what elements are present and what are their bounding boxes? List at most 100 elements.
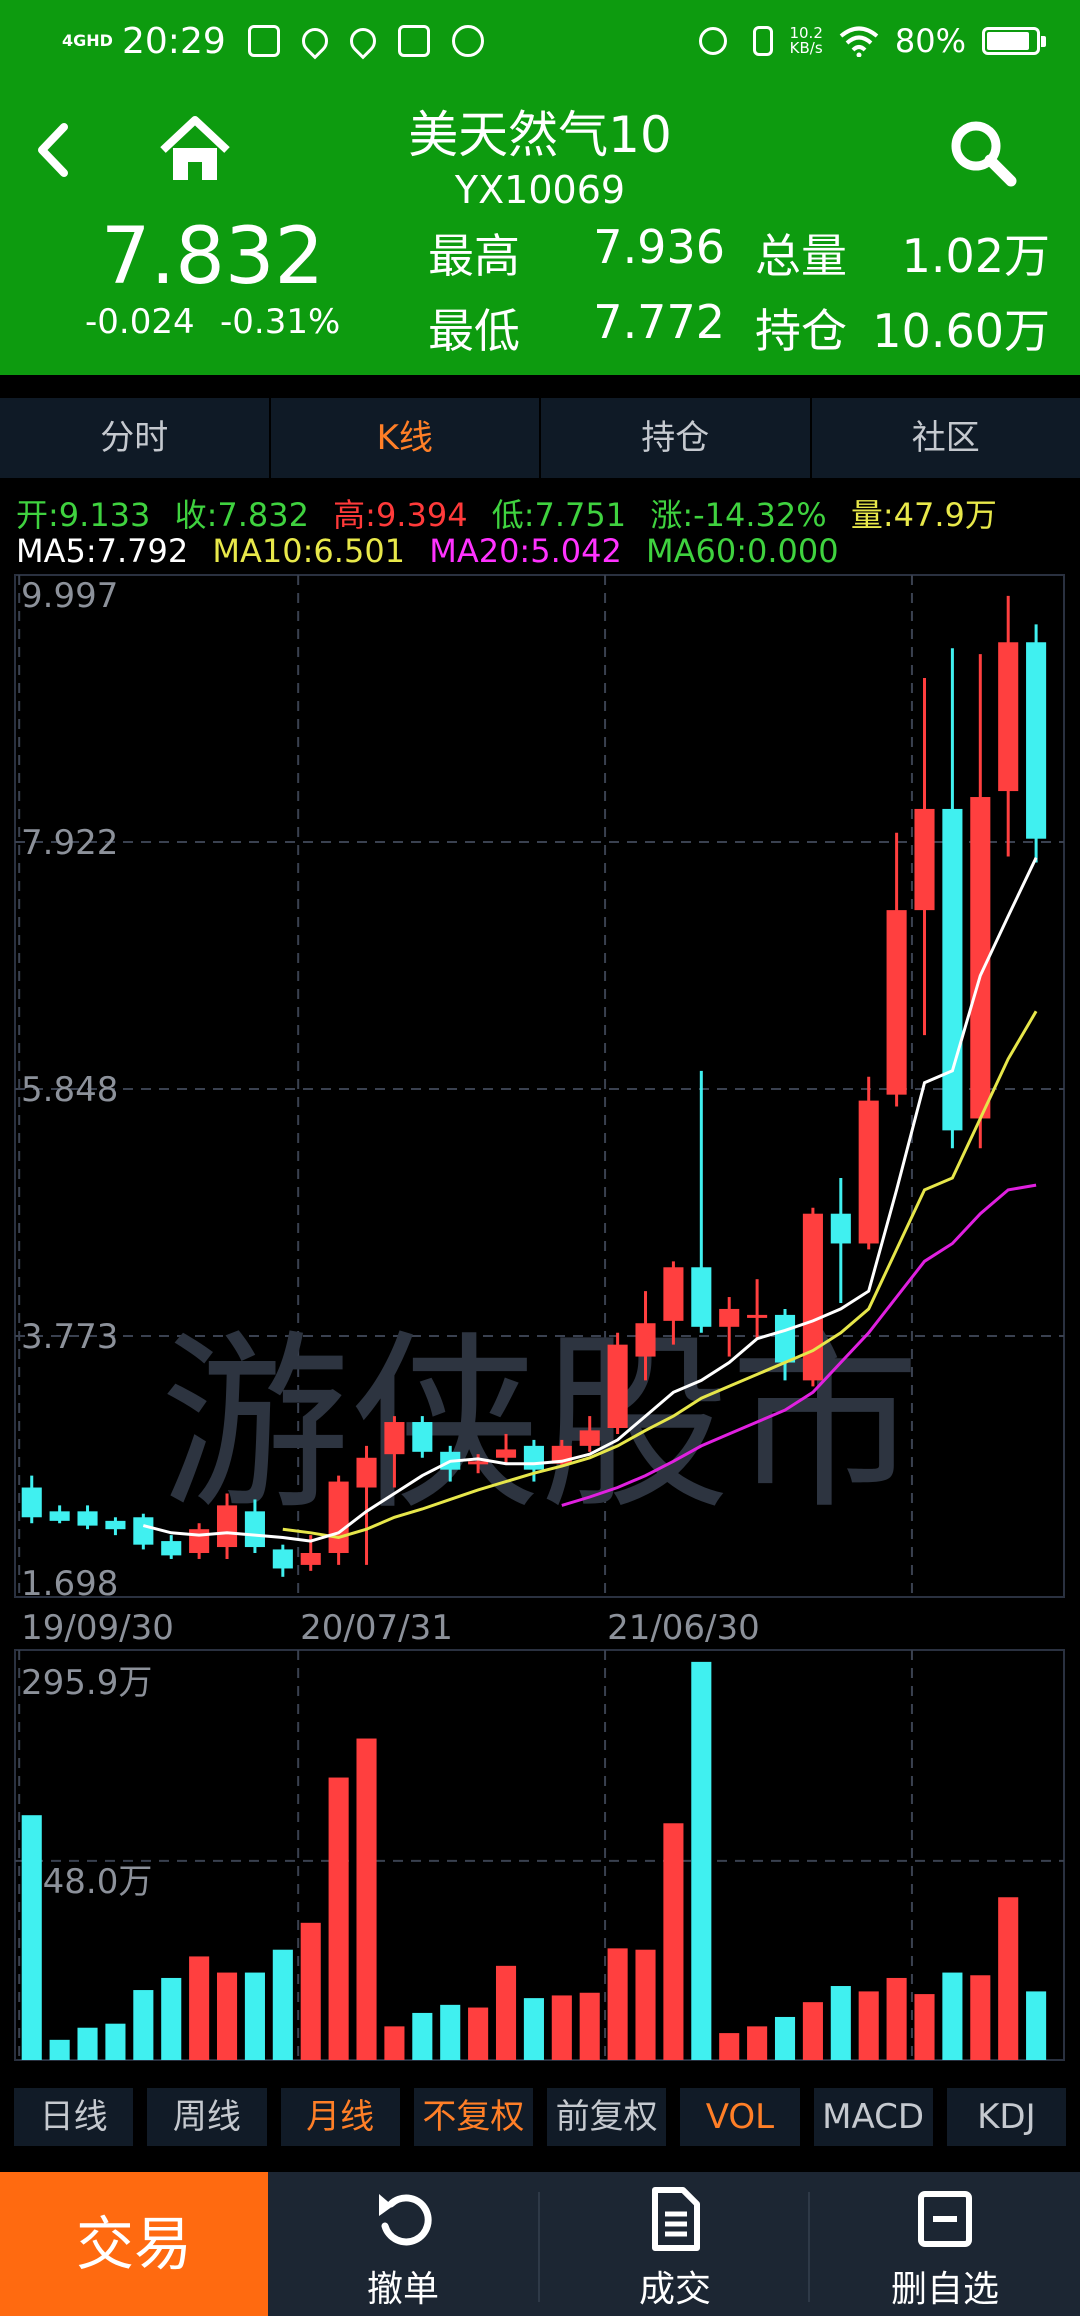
candle-body [216,1505,238,1548]
ma10-info: MA10:6.501 [212,532,406,570]
volume-bar [244,1972,265,2060]
volume-bar [1026,1991,1047,2060]
ma5-info: MA5:7.792 [16,532,189,570]
candle-body [914,808,935,911]
battery-percent: 80% [894,22,966,60]
high-info: 高:9.394 [333,496,468,534]
candle-body [886,910,907,1095]
vol-button[interactable]: VOL [680,2088,800,2146]
candle-body [105,1520,126,1530]
app-icon [451,25,484,57]
date-tick-label: 20/07/31 [300,1608,453,1648]
tab-position[interactable]: 持仓 [541,398,812,478]
cancel-order-button[interactable]: 撤单 [268,2172,538,2316]
candle-body [970,797,991,1119]
ma5-line [142,857,1038,1543]
ma20-line [561,1183,1037,1507]
candle-body [942,808,963,1131]
location-icon-2 [344,22,382,60]
search-icon[interactable] [945,115,1020,190]
volume-bar [579,1992,600,2060]
candle-body [272,1549,293,1569]
price-tick-label: 7.922 [21,823,118,863]
deals-button[interactable]: 成交 [540,2172,810,2316]
book-icon [397,25,430,57]
volume-bar [886,1977,907,2060]
macd-button[interactable]: MACD [813,2088,933,2146]
price-tick-label: 3.773 [21,1317,118,1357]
divider [808,2192,810,2302]
candle-body [77,1511,98,1526]
volume-bar [49,2039,70,2060]
quote-header: 4GHD 20:29 10.2 KB/s [0,0,1080,375]
volume-bar [189,1956,210,2060]
candle-body [328,1481,349,1553]
minus-box-icon [918,2191,972,2247]
volume-bar [802,2002,823,2060]
price-tick-label: 1.698 [21,1564,118,1604]
tab-community[interactable]: 社区 [911,418,980,458]
volume-bar [914,1994,935,2060]
net-speed: 10.2 KB/s [789,24,823,57]
document-icon [652,2187,700,2251]
candle-body [356,1457,377,1488]
volume-bar [300,1922,321,2060]
candle-body [691,1267,712,1327]
price-tick-label: 9.997 [21,576,118,616]
volume-bar [328,1777,349,2060]
price-tick-label: 5.848 [21,1070,118,1110]
volume-bar [747,2026,768,2060]
weekly-button[interactable]: 周线 [147,2088,267,2146]
volume-bar [635,1949,656,2060]
ma10-line [282,1010,1038,1540]
candle-body [412,1422,433,1452]
volume-bar [272,1949,293,2060]
volume-value: 1.02万 [901,229,1050,283]
volume-label: 总量 [755,229,847,283]
monthly-button[interactable]: 月线 [280,2088,400,2146]
kdj-button[interactable]: KDJ [946,2088,1066,2146]
volume-bar [830,1986,851,2060]
daily-button[interactable]: 日线 [14,2088,134,2146]
rise-info: 涨:-14.32% [650,496,827,534]
volume-bar [21,1815,42,2060]
date-tick-label: 21/06/30 [607,1608,760,1648]
volume-tick-label: 295.9万 [21,1663,152,1703]
candle-body [495,1449,517,1458]
trade-button[interactable]: 交易 [0,2172,268,2316]
volume-bar [161,1977,182,2060]
volume-tick-label: 148.0万 [21,1862,152,1902]
volume-bar [77,2027,98,2060]
vibrate-icon [753,26,774,56]
forward-adjust-button[interactable]: 前复权 [547,2088,667,2146]
wifi-icon [839,26,879,57]
volume-bar [105,2023,126,2060]
candle-body [774,1314,796,1363]
volume-bar [216,1972,238,2060]
notification-icon [247,25,280,57]
volume-bar [468,2007,489,2060]
volume-info: 量:47.9万 [850,496,997,534]
candle-body [830,1213,851,1244]
home-icon[interactable] [155,110,235,190]
candle-body [133,1517,154,1545]
deals-label: 成交 [638,2269,711,2310]
ma20-info: MA20:5.042 [429,532,622,570]
remove-watchlist-button[interactable]: 删自选 [810,2172,1080,2316]
price-change: -0.024 [85,302,195,342]
low-label: 最低 [428,304,520,358]
candle-body [719,1308,740,1327]
volume-bar [691,1661,712,2060]
volume-bar [607,1948,628,2060]
candle-body [384,1422,405,1455]
no-adjust-button[interactable]: 不复权 [413,2088,533,2146]
tab-intraday[interactable]: 分时 [0,398,271,478]
cancel-order-label: 撤单 [366,2269,439,2310]
volume-bar [384,2026,405,2060]
candle-body [49,1511,70,1521]
volume-bar [774,2016,796,2060]
back-icon[interactable] [28,115,76,185]
volume-bar [133,1990,154,2060]
tab-kline[interactable]: K线 [271,398,541,478]
